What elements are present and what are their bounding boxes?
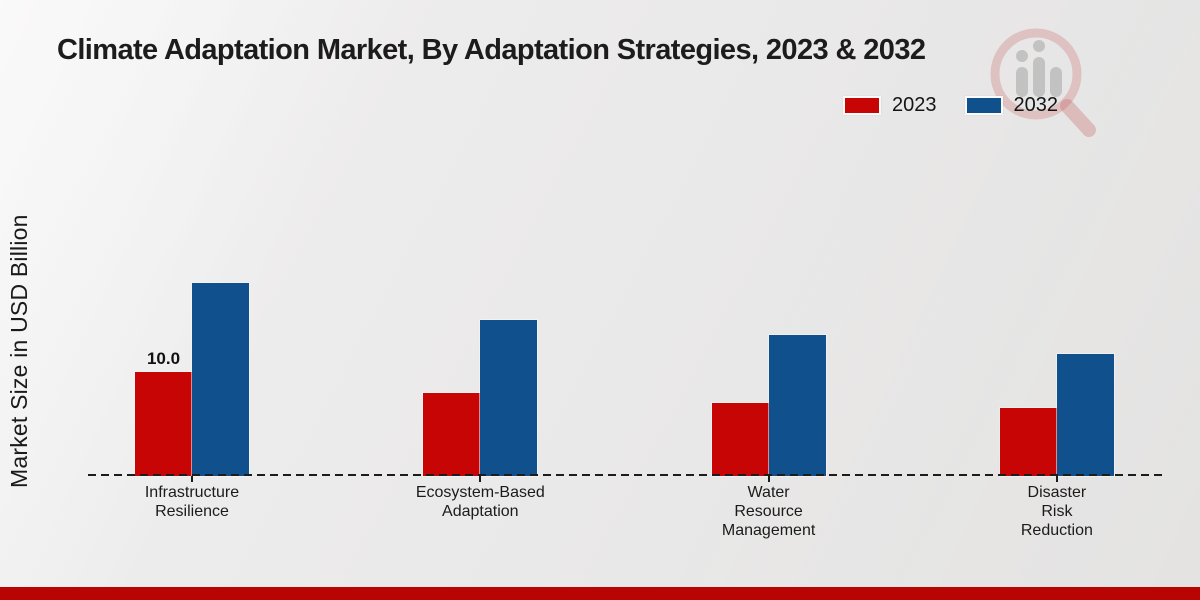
bar-2032 — [192, 283, 249, 476]
legend-item-2023: 2023 — [843, 94, 937, 117]
legend-item-2032: 2032 — [964, 94, 1059, 117]
legend: 2023 2032 — [843, 94, 1058, 117]
bar-2032 — [480, 320, 538, 476]
legend-swatch-2032 — [964, 96, 1003, 115]
x-axis-baseline — [88, 474, 1164, 476]
bar-2023 — [135, 372, 192, 476]
legend-label-2032: 2032 — [1013, 94, 1059, 116]
bar-2023 — [999, 408, 1057, 476]
category-label: Infrastructure Resilience — [144, 484, 240, 520]
bar-2032 — [1056, 354, 1114, 476]
bar-2023 — [423, 393, 481, 476]
category-label: Disaster Risk Reduction — [1020, 484, 1093, 539]
category-label: Ecosystem-Based Adaptation — [415, 484, 545, 520]
category-label: Water Resource Management — [721, 484, 816, 539]
bar-2032 — [768, 335, 826, 476]
axis-tick — [479, 476, 482, 482]
bar-2023 — [711, 403, 769, 476]
axis-tick — [1055, 476, 1058, 482]
legend-swatch-2023 — [843, 96, 881, 115]
bar-value-label: 10.0 — [146, 349, 181, 368]
legend-label-2023: 2023 — [892, 94, 937, 116]
axis-tick — [191, 476, 193, 482]
axis-tick — [767, 476, 770, 482]
chart-title: Climate Adaptation Market, By Adaptation… — [57, 34, 926, 66]
footer-strip — [0, 587, 1200, 600]
